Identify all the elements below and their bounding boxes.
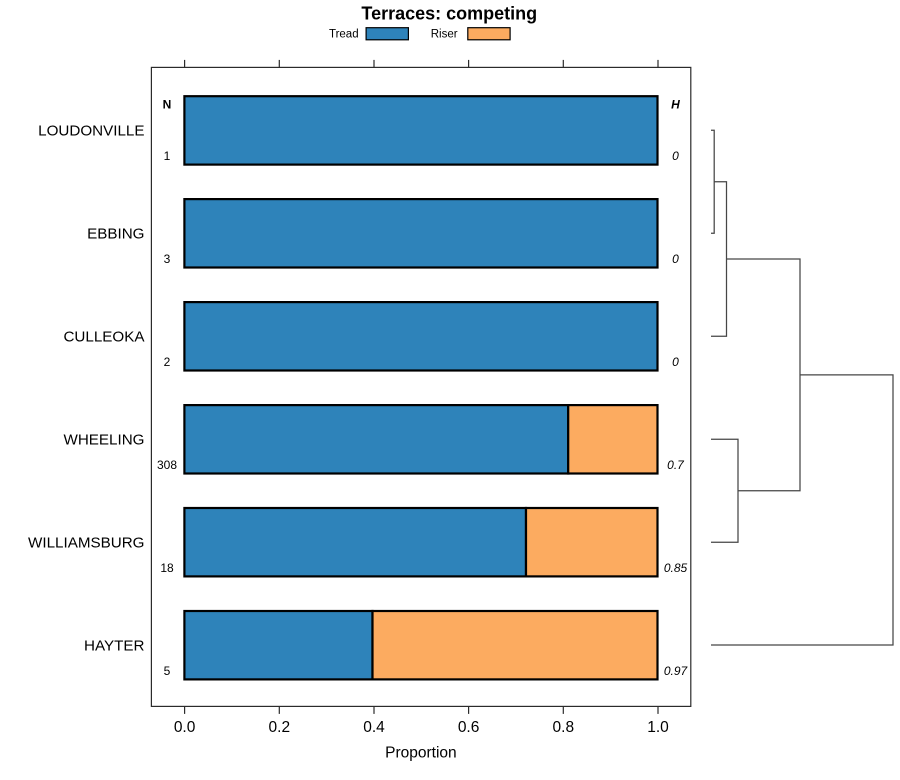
svg-text:Riser: Riser <box>431 29 458 41</box>
svg-text:Terraces: competing: Terraces: competing <box>361 4 537 24</box>
svg-text:1: 1 <box>164 149 171 163</box>
svg-text:N: N <box>163 98 172 112</box>
svg-text:LOUDONVILLE: LOUDONVILLE <box>38 123 144 140</box>
svg-text:0.2: 0.2 <box>269 719 291 736</box>
svg-text:0.6: 0.6 <box>458 719 480 736</box>
svg-text:3: 3 <box>164 252 171 266</box>
svg-text:0: 0 <box>672 149 679 163</box>
svg-text:WHEELING: WHEELING <box>63 432 144 449</box>
svg-text:Tread: Tread <box>329 29 359 41</box>
svg-text:0: 0 <box>672 252 679 266</box>
svg-text:308: 308 <box>157 458 177 472</box>
svg-text:Proportion: Proportion <box>385 745 457 762</box>
svg-text:0.4: 0.4 <box>363 719 385 736</box>
svg-text:18: 18 <box>160 561 174 575</box>
svg-text:0: 0 <box>672 355 679 369</box>
svg-text:WILLIAMSBURG: WILLIAMSBURG <box>28 535 144 552</box>
svg-text:2: 2 <box>164 355 171 369</box>
svg-text:HAYTER: HAYTER <box>84 638 145 655</box>
svg-text:0.85: 0.85 <box>664 561 688 575</box>
svg-text:5: 5 <box>164 664 171 678</box>
svg-text:0.8: 0.8 <box>553 719 575 736</box>
svg-text:0.0: 0.0 <box>174 719 196 736</box>
svg-text:0.7: 0.7 <box>667 458 685 472</box>
svg-text:1.0: 1.0 <box>647 719 669 736</box>
svg-text:EBBING: EBBING <box>87 226 144 243</box>
svg-text:H: H <box>671 98 680 112</box>
svg-text:CULLEOKA: CULLEOKA <box>63 329 145 346</box>
svg-text:0.97: 0.97 <box>664 664 689 678</box>
